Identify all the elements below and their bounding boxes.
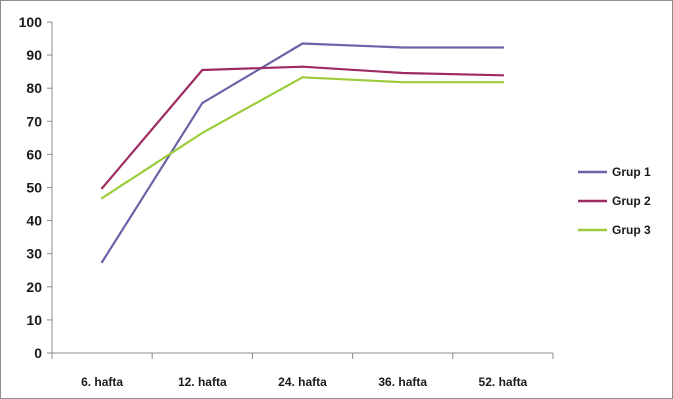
x-ticks: 6. hafta 12. hafta 24. hafta 36. hafta 52. h… <box>51 353 554 389</box>
data-point <box>101 196 104 200</box>
x-tick-label: 6. hafta <box>81 375 123 389</box>
legend: Grup 1 Grup 2 Grup 3 <box>578 165 651 237</box>
data-point <box>501 46 504 49</box>
data-point <box>201 131 204 134</box>
y-tick-label: 40 <box>26 213 42 229</box>
y-tick-label: 100 <box>19 14 43 30</box>
data-point <box>401 81 404 84</box>
data-point <box>201 101 204 105</box>
series-lines <box>100 42 504 264</box>
data-point <box>201 68 204 72</box>
data-point <box>401 46 404 49</box>
data-point <box>301 42 304 45</box>
data-point <box>301 65 304 68</box>
y-tick-label: 0 <box>34 345 42 361</box>
data-point <box>101 260 104 264</box>
y-tick-label: 50 <box>26 180 42 196</box>
data-point <box>501 74 504 77</box>
x-tick-label: 12. hafta <box>178 375 227 389</box>
data-point <box>501 81 504 84</box>
x-tick-label: 24. hafta <box>278 375 327 389</box>
y-tick-label: 60 <box>26 146 42 162</box>
data-point <box>101 187 104 190</box>
legend-label: Grup 1 <box>612 165 651 179</box>
y-ticks: 0 10 20 30 40 50 60 70 80 90 100 <box>19 14 52 361</box>
x-tick-label: 36. hafta <box>378 375 427 389</box>
y-tick-label: 80 <box>26 80 42 96</box>
legend-label: Grup 2 <box>612 194 651 208</box>
series-line-3 <box>100 76 504 200</box>
x-tick-label: 52. hafta <box>479 375 528 389</box>
series-line-2 <box>100 65 504 190</box>
y-tick-label: 30 <box>26 246 42 262</box>
legend-label: Grup 3 <box>612 223 651 237</box>
y-tick-label: 90 <box>26 47 42 63</box>
data-point <box>401 71 404 75</box>
y-tick-label: 10 <box>26 312 42 328</box>
y-tick-label: 20 <box>26 279 42 295</box>
y-tick-label: 70 <box>26 113 42 129</box>
data-point <box>301 76 304 79</box>
